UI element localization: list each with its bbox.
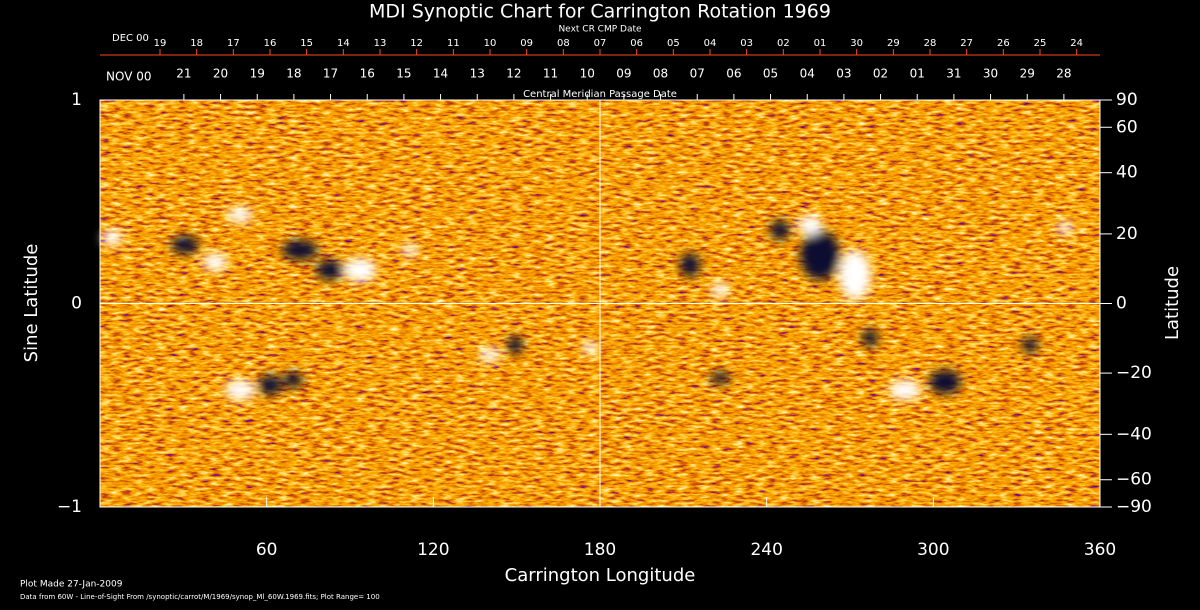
- y-tick-label: −1: [57, 497, 82, 517]
- cmp-axis-tick-label: 17: [323, 67, 338, 81]
- x-tick-label: 240: [750, 540, 782, 560]
- top-axis-tick-label: 06: [630, 38, 643, 49]
- top-axis-tick-label: 11: [447, 38, 460, 49]
- top-axis-tick-label: 08: [557, 38, 570, 49]
- y-tick-label: 0: [71, 294, 82, 314]
- y2-tick-label: 0: [1116, 294, 1127, 314]
- x-axis-title: Carrington Longitude: [505, 565, 696, 586]
- cmp-axis-tick-label: 21: [176, 67, 191, 81]
- top-axis-tick-label: 29: [887, 38, 900, 49]
- top-axis-tick-label: 13: [374, 38, 387, 49]
- cmp-axis-tick-label: 12: [506, 67, 521, 81]
- top-axis-tick-label: 16: [264, 38, 277, 49]
- top-axis-tick-label: 01: [814, 38, 827, 49]
- cmp-axis-title: Central Meridian Passage Date: [523, 89, 677, 100]
- top-axis-title: Next CR CMP Date: [558, 25, 642, 35]
- x-tick-label: 300: [917, 540, 949, 560]
- y2-tick-label: 90: [1116, 90, 1138, 110]
- top-axis-tick-label: 14: [337, 38, 350, 49]
- x-tick-label: 180: [584, 540, 616, 560]
- y2-tick-label: −60: [1116, 470, 1152, 490]
- y2-tick-label: 60: [1116, 117, 1138, 137]
- x-tick-label: 60: [256, 540, 278, 560]
- cmp-axis-tick-label: 10: [580, 67, 595, 81]
- active-regions: [102, 207, 1073, 400]
- cmp-axis-tick-label: 19: [250, 67, 265, 81]
- top-axis-tick-label: 24: [1070, 38, 1083, 49]
- cmp-axis-tick-label: 31: [946, 67, 961, 81]
- top-axis-tick-label: 25: [1034, 38, 1047, 49]
- top-axis-tick-label: 30: [850, 38, 863, 49]
- footer-line: Data from 60W - Line-of-Sight From /syno…: [20, 593, 380, 601]
- cmp-axis-tick-label: 29: [1020, 67, 1035, 81]
- cmp-axis-tick-label: 03: [836, 67, 851, 81]
- y-axis-title: Sine Latitude: [21, 244, 42, 363]
- top-axis-tick-label: 07: [594, 38, 607, 49]
- top-axis-tick-label: 26: [997, 38, 1010, 49]
- top-axis-tick-label: 05: [667, 38, 680, 49]
- top-axis-tick-label: 03: [740, 38, 753, 49]
- cmp-axis-tick-label: 13: [470, 67, 485, 81]
- cmp-axis-tick-label: 30: [983, 67, 998, 81]
- cmp-axis-month: NOV 00: [106, 70, 152, 84]
- y2-tick-label: −40: [1116, 424, 1152, 444]
- top-axis-tick-label: 28: [924, 38, 937, 49]
- cmp-axis-tick-label: 09: [616, 67, 631, 81]
- cmp-axis-tick-label: 05: [763, 67, 778, 81]
- top-axis-tick-label: 09: [520, 38, 533, 49]
- y2-tick-label: 20: [1116, 224, 1138, 244]
- x-tick-label: 360: [1084, 540, 1116, 560]
- top-axis-tick-label: 04: [704, 38, 717, 49]
- footer-line: Plot Made 27-Jan-2009: [20, 580, 123, 590]
- cmp-axis-tick-label: 06: [726, 67, 741, 81]
- top-axis-month: DEC 00: [112, 33, 149, 44]
- cmp-axis-tick-label: 28: [1056, 67, 1071, 81]
- y2-tick-label: −20: [1116, 363, 1152, 383]
- y2-axis-title: Latitude: [1162, 266, 1183, 340]
- top-axis-tick-label: 10: [484, 38, 497, 49]
- x-tick-label: 120: [417, 540, 449, 560]
- cmp-axis-tick-label: 11: [543, 67, 558, 81]
- top-axis-tick-label: 27: [960, 38, 973, 49]
- top-axis-tick-label: 12: [410, 38, 423, 49]
- cmp-axis-tick-label: 04: [800, 67, 815, 81]
- cmp-axis-tick-label: 07: [690, 67, 705, 81]
- cmp-axis-tick-label: 18: [286, 67, 301, 81]
- top-axis-tick-label: 18: [190, 38, 203, 49]
- cmp-axis-tick-label: 14: [433, 67, 448, 81]
- top-axis-tick-label: 19: [154, 38, 167, 49]
- top-axis-tick-label: 17: [227, 38, 240, 49]
- y2-tick-label: −90: [1116, 497, 1152, 517]
- cmp-axis-tick-label: 20: [213, 67, 228, 81]
- cmp-axis-tick-label: 01: [910, 67, 925, 81]
- y-tick-label: 1: [71, 90, 82, 110]
- cmp-axis-tick-label: 08: [653, 67, 668, 81]
- cmp-axis-tick-label: 02: [873, 67, 888, 81]
- y2-tick-label: 40: [1116, 163, 1138, 183]
- top-axis-tick-label: 02: [777, 38, 790, 49]
- top-axis-tick-label: 15: [300, 38, 313, 49]
- chart-title: MDI Synoptic Chart for Carrington Rotati…: [369, 1, 831, 23]
- cmp-axis-tick-label: 15: [396, 67, 411, 81]
- cmp-axis-tick-label: 16: [360, 67, 375, 81]
